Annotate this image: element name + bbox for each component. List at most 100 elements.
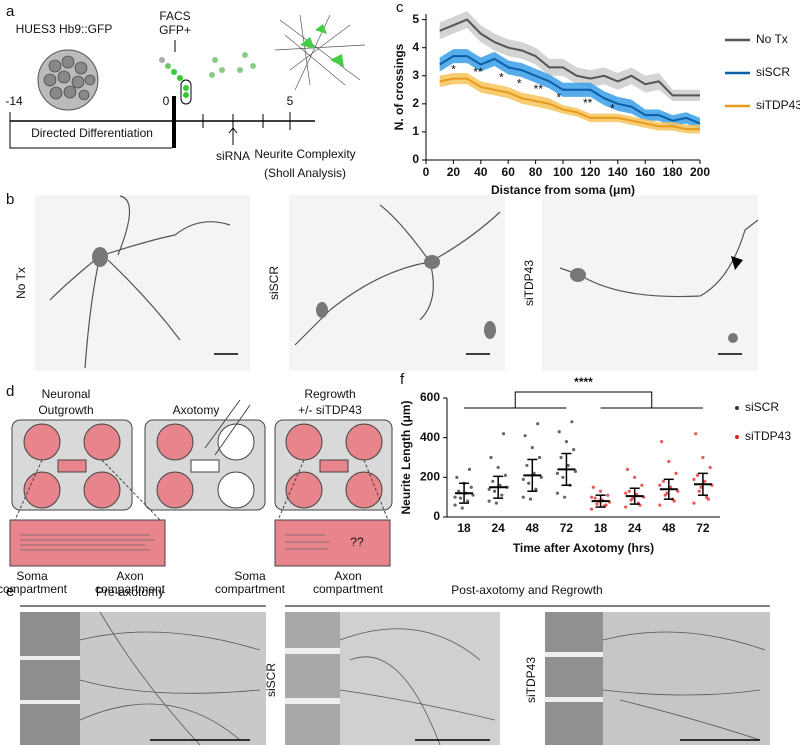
point [458,496,463,500]
x-axis-label: Distance from soma (μm) [491,183,635,197]
y-tick-label: 2 [412,96,419,110]
barrier [285,612,340,745]
condition-label: siSCR [267,266,281,300]
legend-swatch [735,406,739,410]
label: Axotomy [173,403,220,417]
point [521,495,525,499]
point [697,489,701,493]
point [631,496,635,500]
label: Axon [334,569,361,583]
micrograph [289,195,505,371]
x-tick-label: 0 [423,165,430,179]
label: Neuronal [42,387,91,401]
label: GFP+ [159,23,191,37]
point [658,503,662,507]
cells [209,52,256,78]
panel-letter: c [396,0,404,16]
point [660,440,664,444]
significance: * [610,102,615,116]
point [487,487,491,491]
barrier [545,612,603,745]
point [496,465,500,470]
point [573,469,578,473]
label: Directed Differentiation [31,126,153,140]
y-tick-label: 200 [420,470,440,484]
legend-label: No Tx [756,32,788,46]
point [589,495,594,499]
x-tick-label: 120 [580,165,600,179]
point [498,483,502,487]
label: ?? [350,535,364,549]
point [536,422,540,426]
somas [92,247,738,343]
y-tick-label: 5 [412,12,419,26]
point [534,487,538,491]
point [658,483,662,487]
point [706,497,710,501]
label: siRNA [216,149,250,163]
x-axis-label: Time after Axotomy (hrs) [513,541,654,555]
x-tick-label: 160 [635,165,655,179]
label: -14 [5,94,23,108]
point [624,505,628,509]
point [672,499,676,503]
x-tick-label: 18 [594,521,608,535]
x-tick-label: 40 [474,165,488,179]
x-tick-label: 24 [492,521,506,535]
compartment-inset [9,519,166,567]
x-tick-label: 100 [553,165,573,179]
point [487,499,491,503]
point [457,489,461,493]
point [625,467,630,471]
point [695,473,700,477]
panel-d: Neuronal Outgrowth Axotomy Regrowth +/- … [0,387,393,596]
point [500,493,504,497]
y-tick-label: 600 [420,390,440,404]
point [539,475,543,479]
point [525,463,529,468]
point [494,501,498,505]
x-tick-label: 180 [663,165,683,179]
point [492,489,497,493]
point [669,485,673,489]
error-band [439,72,700,134]
label: +/- siTDP43 [298,403,362,417]
arrowhead [731,256,743,270]
micrograph [35,195,250,371]
point [627,489,631,493]
ticks [202,112,291,130]
y-tick-label: 0 [433,509,440,523]
point [557,430,561,434]
x-tick-label: 200 [690,165,710,179]
x-tick-label: 72 [560,521,574,535]
y-tick-label: 1 [412,124,419,138]
label: compartment [215,582,286,596]
label: Pre-axotomy [96,585,164,599]
point [572,447,576,452]
cells [43,55,96,101]
bracket [464,391,703,409]
point [633,475,637,479]
legend-label: siTDP43 [745,429,791,443]
point [467,467,472,471]
point [703,479,707,483]
wells-cleared [190,423,255,509]
point [699,485,703,489]
y-tick-label: 3 [412,68,419,82]
point [466,499,470,503]
point [503,473,507,477]
y-tick-label: 0 [412,152,419,166]
point [661,479,666,483]
point [701,455,705,460]
significance: * [517,76,522,90]
point [555,491,560,495]
label: Soma [16,569,48,583]
compartment-inset [274,519,391,567]
point [453,495,457,499]
point [491,479,495,483]
channels [20,648,603,704]
x-tick-label: 140 [608,165,628,179]
point [555,471,560,475]
point [665,491,669,495]
label: Post-axotomy and Regrowth [451,583,602,597]
